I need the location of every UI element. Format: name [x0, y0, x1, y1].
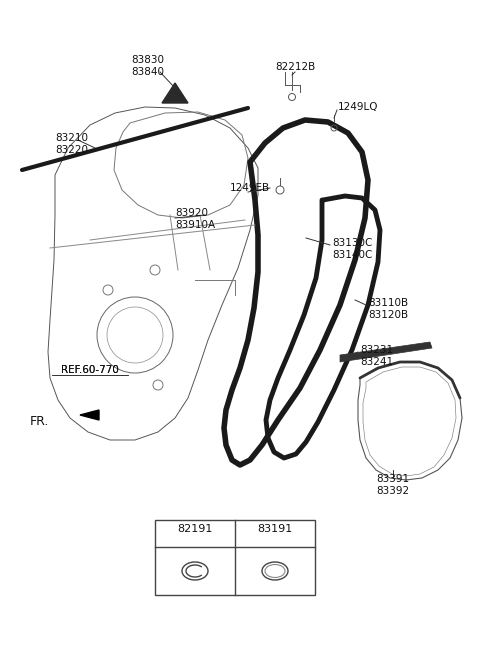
Text: 83830
83840: 83830 83840 — [132, 55, 165, 77]
Polygon shape — [162, 83, 188, 103]
Text: REF.60-770: REF.60-770 — [61, 365, 119, 375]
Text: 83191: 83191 — [257, 524, 293, 534]
Text: 83920
83910A: 83920 83910A — [175, 208, 215, 230]
Text: 83210
83220: 83210 83220 — [55, 133, 88, 155]
Text: 1249EB: 1249EB — [230, 183, 270, 193]
Text: 82191: 82191 — [177, 524, 213, 534]
Polygon shape — [340, 342, 432, 362]
Text: 83130C
83140C: 83130C 83140C — [332, 238, 372, 259]
Bar — [155, 520, 315, 595]
Text: 83391
83392: 83391 83392 — [376, 474, 409, 496]
Text: 83110B
83120B: 83110B 83120B — [368, 298, 408, 320]
Text: FR.: FR. — [30, 415, 49, 428]
Polygon shape — [80, 410, 99, 420]
Text: 82212B: 82212B — [275, 62, 315, 72]
Text: 1249LQ: 1249LQ — [338, 102, 379, 112]
Text: REF.60-770: REF.60-770 — [61, 365, 119, 375]
Text: 83231
83241: 83231 83241 — [360, 345, 393, 367]
